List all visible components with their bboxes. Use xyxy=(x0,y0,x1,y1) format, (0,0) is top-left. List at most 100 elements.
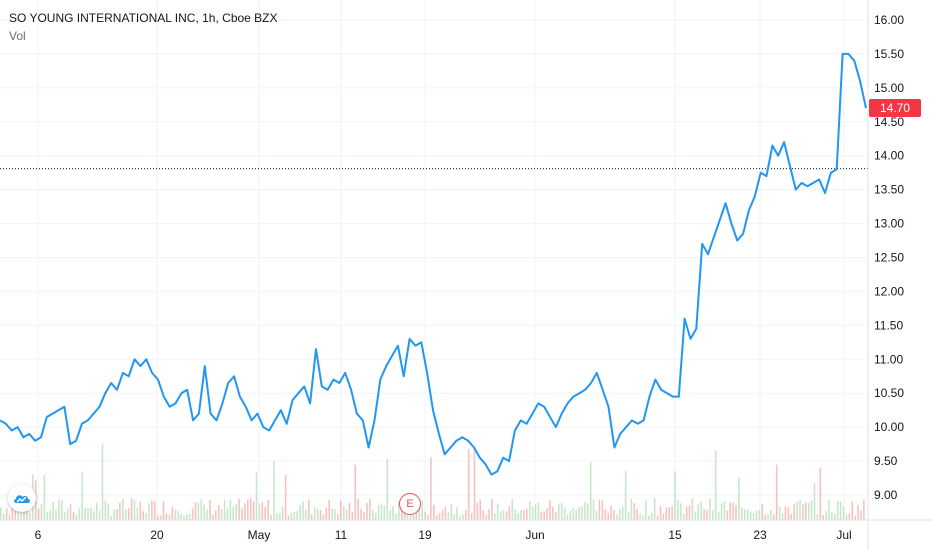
volume-bar xyxy=(296,510,298,520)
x-tick-label: 15 xyxy=(668,528,682,542)
volume-bar xyxy=(345,509,348,520)
volume-bar xyxy=(799,500,801,520)
volume-bar xyxy=(107,504,110,520)
x-tick-label: 23 xyxy=(753,528,767,542)
volume-bar xyxy=(813,483,816,520)
volume-bar xyxy=(787,507,790,520)
price-axis[interactable]: 16.00 15.50 15.00 14.50 14.00 13.50 13.00 12.50… xyxy=(874,13,904,502)
volume-bar xyxy=(290,512,293,520)
tradingview-cloud-icon[interactable] xyxy=(8,484,36,512)
volume-bar xyxy=(563,507,566,520)
volume-bar xyxy=(778,507,781,520)
volume-bar xyxy=(691,498,694,520)
volume-bar xyxy=(834,513,836,520)
volume-bar xyxy=(284,475,287,520)
volume-bar xyxy=(537,502,540,520)
y-tick-label: 9.00 xyxy=(874,488,898,502)
volume-bar xyxy=(444,506,447,520)
symbol-title[interactable]: SO YOUNG INTERNATIONAL INC, 1h, Cboe BZX xyxy=(9,11,278,25)
volume-bar xyxy=(831,512,833,520)
volume-bar xyxy=(584,501,586,520)
volume-bar xyxy=(328,499,330,520)
volume-bar xyxy=(714,450,717,520)
volume-bar xyxy=(700,501,702,520)
volume-bar xyxy=(694,511,697,520)
volume-bar xyxy=(726,510,729,520)
volume-bar xyxy=(546,508,548,520)
volume-bar xyxy=(215,510,217,520)
volume-bar xyxy=(688,505,691,520)
volume-bar xyxy=(816,514,819,520)
x-tick-label: May xyxy=(248,528,271,542)
volume-bar xyxy=(186,514,188,520)
volume-bar xyxy=(37,508,40,520)
volume-bar xyxy=(839,501,842,520)
volume-bar xyxy=(517,513,519,520)
volume-bar xyxy=(273,461,275,520)
volume-bar xyxy=(453,514,455,520)
volume-bar xyxy=(104,500,107,520)
volume-bar xyxy=(156,515,159,520)
volume-bar xyxy=(648,515,650,520)
volume-bar xyxy=(488,509,490,520)
volume-bar xyxy=(863,499,865,520)
volume-bar xyxy=(366,503,368,520)
volume-bar xyxy=(572,507,575,520)
volume-bar xyxy=(860,510,862,520)
volume-bar xyxy=(363,512,365,520)
y-tick-label: 16.00 xyxy=(874,13,904,27)
volume-bar xyxy=(310,514,313,520)
volume-bar xyxy=(743,509,746,520)
volume-bar xyxy=(342,506,345,520)
volume-bar xyxy=(142,511,144,520)
volume-bar xyxy=(526,508,528,520)
volume-bar xyxy=(619,509,621,520)
volume-bar xyxy=(93,511,95,520)
volume-bar xyxy=(476,502,479,520)
volume-bar xyxy=(281,506,284,520)
volume-bar xyxy=(235,503,237,520)
volume-bar xyxy=(139,501,142,520)
x-tick-label: 19 xyxy=(418,528,432,542)
volume-bar xyxy=(55,509,57,520)
volume-bar xyxy=(735,505,737,520)
volume-bar xyxy=(755,511,758,520)
volume-bar xyxy=(241,508,243,520)
volume-bar xyxy=(685,506,688,520)
volume-bar xyxy=(752,513,755,520)
volume-bar xyxy=(145,513,147,520)
volume-label[interactable]: Vol xyxy=(9,29,26,43)
volume-bar xyxy=(357,499,359,520)
volume-bar xyxy=(485,514,487,520)
earnings-icon[interactable]: E xyxy=(399,493,421,515)
price-series-line[interactable] xyxy=(0,52,867,476)
volume-bar xyxy=(264,507,266,520)
volume-bar xyxy=(159,515,162,520)
volume-bar xyxy=(668,507,670,520)
volume-bar xyxy=(627,511,630,520)
volume-bar xyxy=(662,513,665,520)
volume-bar xyxy=(566,514,569,520)
volume-bar xyxy=(773,514,775,520)
volume-bar xyxy=(26,505,28,520)
x-tick-label: 20 xyxy=(150,528,164,542)
volume-bar xyxy=(188,514,191,520)
volume-bar xyxy=(633,503,636,520)
volume-bar xyxy=(665,507,668,520)
volume-bar xyxy=(249,498,252,520)
volume-bar xyxy=(20,507,22,520)
volume-bar xyxy=(58,499,60,520)
volume-bar xyxy=(313,507,316,520)
volume-bar xyxy=(784,506,787,520)
volume-bar xyxy=(511,499,514,520)
volume-bar xyxy=(258,504,261,520)
volume-bar xyxy=(732,502,734,520)
grid xyxy=(0,0,868,520)
volume-bar xyxy=(252,501,255,520)
time-axis[interactable]: 6 20 May 11 19 Jun 15 23 Jul xyxy=(35,528,852,542)
volume-bar xyxy=(66,508,69,520)
volume-bar xyxy=(531,506,534,520)
volume-bar xyxy=(558,503,560,520)
volume-bar xyxy=(578,507,580,520)
